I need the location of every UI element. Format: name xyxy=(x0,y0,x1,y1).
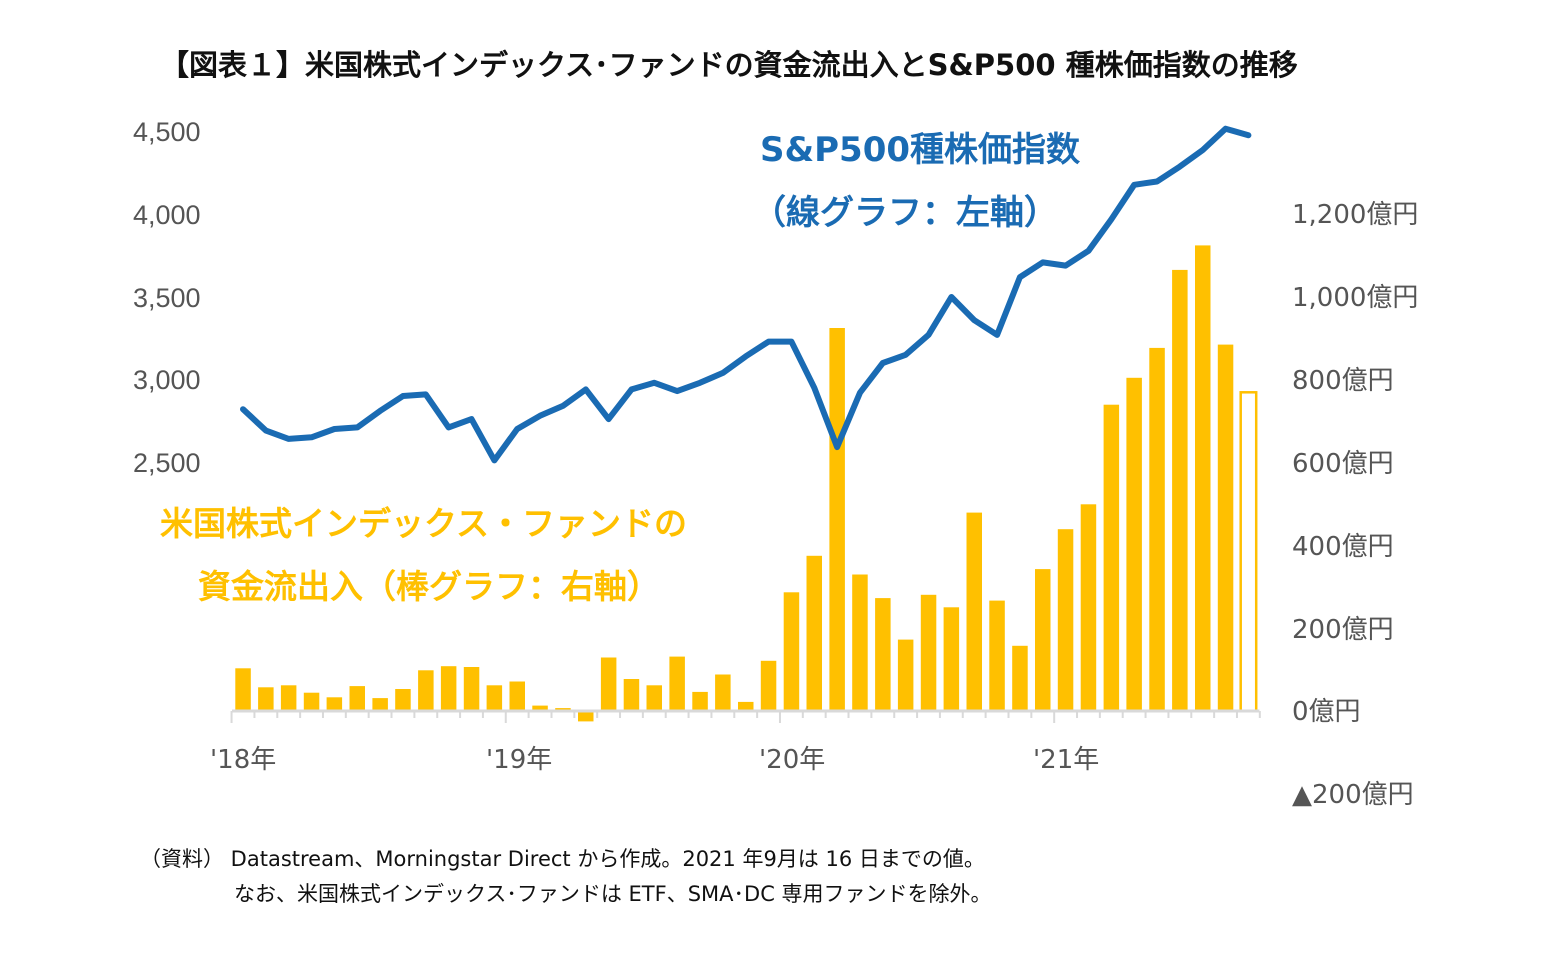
bar-9 xyxy=(440,666,457,711)
bar-8 xyxy=(418,670,434,711)
bar-42 xyxy=(1195,245,1211,711)
left-tick-2500: 2,500 xyxy=(133,448,201,478)
bar-2 xyxy=(280,685,297,711)
left-axis: 4,500 4,000 3,500 3,000 2,500 xyxy=(133,117,201,478)
bar-13 xyxy=(532,705,548,711)
bar-12 xyxy=(509,681,525,711)
bar-1 xyxy=(258,687,274,711)
x-label-2021: '21年 xyxy=(1033,745,1099,775)
bar-35 xyxy=(1035,569,1051,711)
right-tick-600: 600億円 xyxy=(1292,449,1394,479)
bar-11 xyxy=(486,685,503,711)
bar-series xyxy=(235,245,1258,722)
bar-22 xyxy=(738,701,754,711)
bar-18 xyxy=(646,685,662,711)
bar-25 xyxy=(806,555,822,711)
right-tick-200: 200億円 xyxy=(1292,615,1394,645)
line-annotation-title: S&P500種株価指数 xyxy=(760,130,1080,170)
bar-4 xyxy=(326,697,343,711)
bar-27 xyxy=(852,574,868,711)
sp500-line xyxy=(240,125,1252,464)
bar-30 xyxy=(920,594,937,711)
right-axis: 1,200億円 1,000億円 800億円 600億円 400億円 200億円 … xyxy=(1292,200,1418,810)
bar-24 xyxy=(783,592,800,711)
bar-17 xyxy=(623,679,640,711)
left-tick-4000: 4,000 xyxy=(133,200,201,230)
bar-34 xyxy=(1012,645,1028,711)
exclusion-note: なお、米国株式インデックス･ファンドは ETF、SMA･DC 専用ファンドを除外… xyxy=(234,882,992,906)
right-tick-1000: 1,000億円 xyxy=(1292,283,1418,313)
right-tick-400: 400億円 xyxy=(1292,532,1394,562)
bar-16 xyxy=(600,657,617,711)
source-note: （資料） Datastream、Morningstar Direct から作成。… xyxy=(140,847,985,871)
bar-33 xyxy=(989,600,1005,711)
right-tick-0: 0億円 xyxy=(1292,697,1361,727)
right-tick-800: 800億円 xyxy=(1292,366,1394,396)
bar-37 xyxy=(1080,504,1097,711)
bar-23 xyxy=(760,660,777,711)
bar-5 xyxy=(349,686,365,711)
bar-annotation-axis: 資金流出入（棒グラフ：右軸） xyxy=(198,567,660,606)
bar-31 xyxy=(943,607,960,712)
x-label-2018: '18年 xyxy=(210,745,276,775)
bar-41 xyxy=(1172,269,1188,711)
bar-20 xyxy=(692,691,708,711)
bar-annotation-title: 米国株式インデックス・ファンドの xyxy=(160,504,687,543)
bar-7 xyxy=(395,689,411,711)
bar-10 xyxy=(463,667,480,711)
bar-6 xyxy=(372,698,388,711)
line-annotation-axis: （線グラフ：左軸） xyxy=(752,193,1058,233)
bar-43 xyxy=(1217,344,1234,711)
bar-40 xyxy=(1149,347,1165,711)
bar-0 xyxy=(235,668,251,711)
bar-38 xyxy=(1103,404,1120,711)
x-axis-labels: '18年 '19年 '20年 '21年 xyxy=(210,745,1099,775)
x-axis xyxy=(230,709,1261,723)
x-label-2020: '20年 xyxy=(759,745,825,775)
bar-36 xyxy=(1057,529,1074,711)
bar-19 xyxy=(669,656,685,711)
bar-32 xyxy=(966,512,982,711)
x-label-2019: '19年 xyxy=(486,745,552,775)
bar-44 xyxy=(1239,391,1258,713)
bar-28 xyxy=(875,598,891,711)
bar-29 xyxy=(897,639,914,711)
left-tick-4500: 4,500 xyxy=(133,117,201,147)
bar-21 xyxy=(715,674,731,711)
bar-3 xyxy=(303,692,320,711)
bar-15 xyxy=(578,711,594,722)
chart-title: 【図表１】米国株式インデックス･ファンドの資金流出入とS&P500 種株価指数の… xyxy=(160,48,1298,82)
left-tick-3500: 3,500 xyxy=(133,283,201,313)
bar-26 xyxy=(829,328,845,711)
right-tick-minus200: ▲200億円 xyxy=(1292,780,1414,810)
left-tick-3000: 3,000 xyxy=(133,365,201,395)
right-tick-1200: 1,200億円 xyxy=(1292,200,1418,230)
bar-39 xyxy=(1126,377,1142,711)
